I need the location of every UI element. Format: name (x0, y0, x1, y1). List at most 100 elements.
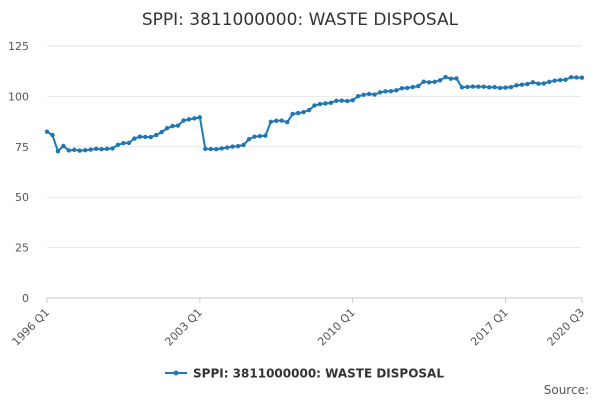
data-point[interactable] (563, 77, 568, 82)
data-point[interactable] (530, 80, 536, 85)
data-point[interactable] (448, 76, 454, 81)
data-point[interactable] (175, 123, 181, 128)
data-point[interactable] (552, 78, 557, 83)
data-point[interactable] (153, 132, 159, 138)
data-point[interactable] (525, 81, 530, 87)
data-point[interactable] (192, 116, 197, 121)
data-point[interactable] (230, 144, 235, 149)
data-point[interactable] (383, 89, 388, 94)
data-point[interactable] (377, 90, 383, 95)
data-point[interactable] (246, 136, 252, 142)
data-point[interactable] (181, 118, 186, 123)
data-point[interactable] (219, 146, 224, 151)
data-point[interactable] (279, 118, 284, 123)
data-point[interactable] (203, 146, 208, 152)
data-point[interactable] (399, 86, 405, 91)
data-point[interactable] (274, 118, 279, 123)
data-point[interactable] (93, 146, 99, 152)
data-point[interactable] (339, 98, 344, 103)
data-point[interactable] (416, 83, 421, 89)
data-point[interactable] (197, 115, 203, 120)
data-point[interactable] (126, 140, 132, 146)
data-point[interactable] (574, 75, 579, 80)
data-point[interactable] (328, 100, 334, 106)
data-point[interactable] (301, 109, 306, 115)
data-point[interactable] (508, 84, 514, 90)
data-point[interactable] (50, 132, 55, 138)
data-point[interactable] (345, 98, 350, 104)
data-point[interactable] (77, 148, 82, 153)
data-point[interactable] (459, 85, 465, 90)
data-point[interactable] (372, 92, 377, 97)
data-point[interactable] (355, 94, 361, 99)
data-point[interactable] (486, 85, 492, 90)
data-point[interactable] (72, 147, 77, 153)
data-point[interactable] (285, 120, 290, 125)
data-point[interactable] (388, 88, 394, 94)
data-point[interactable] (481, 84, 486, 89)
data-point[interactable] (104, 146, 110, 152)
data-point[interactable] (214, 147, 219, 152)
data-point[interactable] (497, 85, 503, 91)
data-point[interactable] (99, 147, 104, 152)
data-point[interactable] (61, 143, 66, 149)
data-point[interactable] (405, 85, 410, 91)
data-point[interactable] (421, 79, 426, 84)
data-point[interactable] (437, 78, 443, 83)
data-point[interactable] (143, 134, 148, 140)
data-point[interactable] (159, 129, 164, 135)
data-point[interactable] (361, 92, 366, 97)
data-point[interactable] (132, 136, 137, 141)
data-point[interactable] (241, 142, 246, 148)
data-point[interactable] (290, 111, 295, 117)
data-point[interactable] (268, 119, 274, 125)
data-point[interactable] (514, 83, 519, 88)
data-point[interactable] (410, 84, 415, 90)
data-point[interactable] (312, 103, 317, 108)
data-point[interactable] (44, 129, 50, 134)
data-point[interactable] (350, 98, 355, 103)
data-point[interactable] (295, 110, 301, 116)
data-point[interactable] (306, 107, 312, 113)
data-point[interactable] (115, 142, 121, 147)
data-point[interactable] (426, 80, 432, 85)
data-point[interactable] (366, 91, 372, 97)
data-point[interactable] (66, 148, 72, 153)
data-point[interactable] (208, 146, 213, 152)
data-point[interactable] (170, 123, 175, 129)
data-point[interactable] (88, 147, 93, 152)
legend[interactable]: SPPI: 3811000000: WASTE DISPOSAL (165, 367, 444, 381)
data-point[interactable] (547, 79, 552, 85)
data-point[interactable] (55, 149, 61, 154)
data-point[interactable] (476, 84, 481, 89)
data-point[interactable] (465, 84, 470, 90)
data-point[interactable] (519, 82, 525, 87)
data-point[interactable] (263, 133, 268, 138)
data-point[interactable] (121, 140, 126, 146)
data-point[interactable] (470, 84, 476, 89)
data-point[interactable] (235, 144, 241, 149)
data-point[interactable] (394, 88, 399, 93)
data-point[interactable] (257, 133, 263, 139)
data-point[interactable] (148, 134, 153, 140)
data-point[interactable] (443, 74, 448, 80)
data-point[interactable] (83, 148, 88, 153)
data-point[interactable] (557, 77, 563, 83)
data-point[interactable] (186, 117, 192, 122)
data-point[interactable] (503, 85, 508, 90)
data-point[interactable] (317, 101, 323, 107)
data-point[interactable] (568, 75, 574, 80)
data-point[interactable] (164, 126, 170, 131)
data-point[interactable] (137, 134, 143, 139)
data-point[interactable] (454, 76, 459, 81)
data-point[interactable] (541, 81, 546, 86)
data-point[interactable] (492, 84, 497, 90)
data-point[interactable] (323, 101, 328, 106)
data-point[interactable] (224, 145, 230, 150)
data-point[interactable] (110, 146, 115, 151)
data-point[interactable] (536, 81, 541, 86)
data-point[interactable] (334, 98, 339, 104)
data-point[interactable] (579, 75, 585, 80)
data-point[interactable] (252, 134, 257, 139)
data-point[interactable] (432, 79, 437, 85)
